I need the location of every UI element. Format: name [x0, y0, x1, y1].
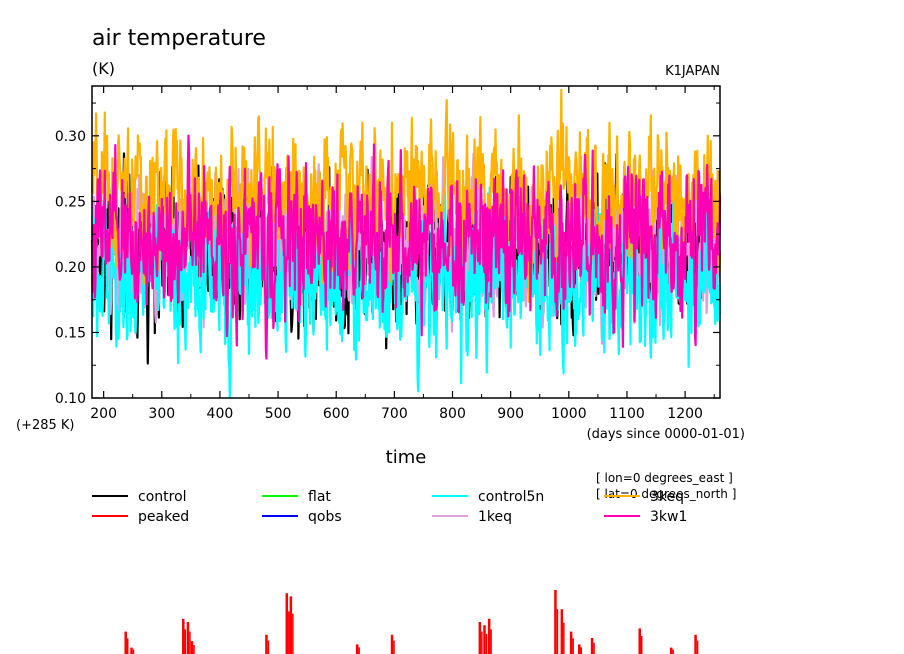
x-tick-label: 400: [207, 406, 234, 422]
y-tick-label: 0.15: [55, 325, 86, 341]
x-unit-note: (days since 0000-01-01): [587, 427, 745, 442]
legend-label-flat: flat: [308, 489, 331, 505]
x-tick-label: 500: [265, 406, 292, 422]
series-layer: [90, 88, 722, 399]
y-offset-note: (+285 K): [16, 418, 75, 433]
y-tick-label: 0.30: [55, 129, 86, 145]
lat-note: [ lat=0 degrees_north ]: [596, 487, 736, 501]
source-label: K1JAPAN: [665, 64, 720, 79]
legend-label-control5n: control5n: [478, 489, 544, 505]
units-label: (K): [92, 59, 115, 78]
x-tick-label: 1000: [551, 406, 587, 422]
x-tick-label: 1100: [609, 406, 645, 422]
peaked-spikes: [124, 590, 699, 654]
x-tick-label: 300: [148, 406, 175, 422]
series-line-3kw1: [90, 134, 722, 360]
x-axis-ticks: 200 300 400 500 600 700 800 900 1000 1100 1200: [90, 86, 715, 422]
legend-label-qobs: qobs: [308, 509, 342, 525]
x-tick-label: 1200: [667, 406, 703, 422]
x-tick-label: 600: [323, 406, 350, 422]
lon-note: [ lon=0 degrees_east ]: [596, 471, 733, 485]
legend-label-3kw1: 3kw1: [650, 509, 687, 525]
x-tick-label: 900: [497, 406, 524, 422]
x-tick-label: 700: [381, 406, 408, 422]
legend: control flat control5n 3keq peaked qobs 1keq 3k…: [92, 489, 687, 525]
legend-label-1keq: 1keq: [478, 509, 512, 525]
legend-label-control: control: [138, 489, 187, 505]
chart-title: air temperature: [92, 26, 266, 51]
y-tick-label: 0.25: [55, 194, 86, 210]
y-axis-ticks: 0.10 0.15 0.20 0.25 0.30: [55, 102, 720, 407]
legend-label-3keq: 3keq: [650, 489, 684, 505]
series-line-3keq: [90, 88, 722, 303]
plot-frame: [91, 85, 721, 399]
x-tick-label: 800: [439, 406, 466, 422]
y-tick-label: 0.10: [55, 391, 86, 407]
x-tick-label: 200: [90, 406, 117, 422]
y-tick-label: 0.20: [55, 260, 86, 276]
x-axis-label: time: [386, 447, 427, 468]
legend-label-peaked: peaked: [138, 509, 189, 525]
